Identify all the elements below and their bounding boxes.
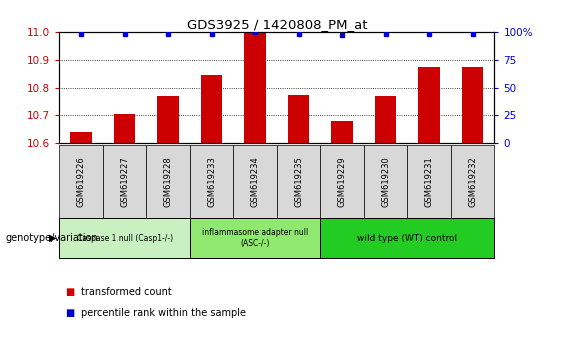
Text: GSM619230: GSM619230 bbox=[381, 156, 390, 207]
Text: GSM619228: GSM619228 bbox=[164, 156, 172, 207]
Text: Caspase 1 null (Casp1-/-): Caspase 1 null (Casp1-/-) bbox=[76, 234, 173, 242]
Bar bbox=[462, 67, 484, 143]
Text: transformed count: transformed count bbox=[81, 287, 172, 297]
Text: GSM619226: GSM619226 bbox=[77, 156, 85, 207]
Text: GSM619233: GSM619233 bbox=[207, 156, 216, 207]
Text: ▶: ▶ bbox=[49, 233, 56, 243]
Bar bbox=[157, 96, 179, 143]
Bar bbox=[418, 67, 440, 143]
Bar bbox=[201, 75, 223, 143]
Text: GSM619234: GSM619234 bbox=[251, 156, 259, 207]
Bar bbox=[70, 132, 92, 143]
Text: GSM619231: GSM619231 bbox=[425, 156, 433, 207]
Text: percentile rank within the sample: percentile rank within the sample bbox=[81, 308, 246, 318]
Bar bbox=[288, 95, 310, 143]
Text: genotype/variation: genotype/variation bbox=[6, 233, 98, 243]
Bar bbox=[114, 114, 136, 143]
Text: GSM619229: GSM619229 bbox=[338, 156, 346, 207]
Text: ■: ■ bbox=[65, 308, 74, 318]
Bar bbox=[244, 32, 266, 143]
Text: wild type (WT) control: wild type (WT) control bbox=[357, 234, 458, 242]
Title: GDS3925 / 1420808_PM_at: GDS3925 / 1420808_PM_at bbox=[186, 18, 367, 31]
Text: GSM619235: GSM619235 bbox=[294, 156, 303, 207]
Text: inflammasome adapter null
(ASC-/-): inflammasome adapter null (ASC-/-) bbox=[202, 228, 308, 248]
Text: ■: ■ bbox=[65, 287, 74, 297]
Bar bbox=[375, 96, 397, 143]
Text: GSM619232: GSM619232 bbox=[468, 156, 477, 207]
Text: GSM619227: GSM619227 bbox=[120, 156, 129, 207]
Bar bbox=[331, 121, 353, 143]
